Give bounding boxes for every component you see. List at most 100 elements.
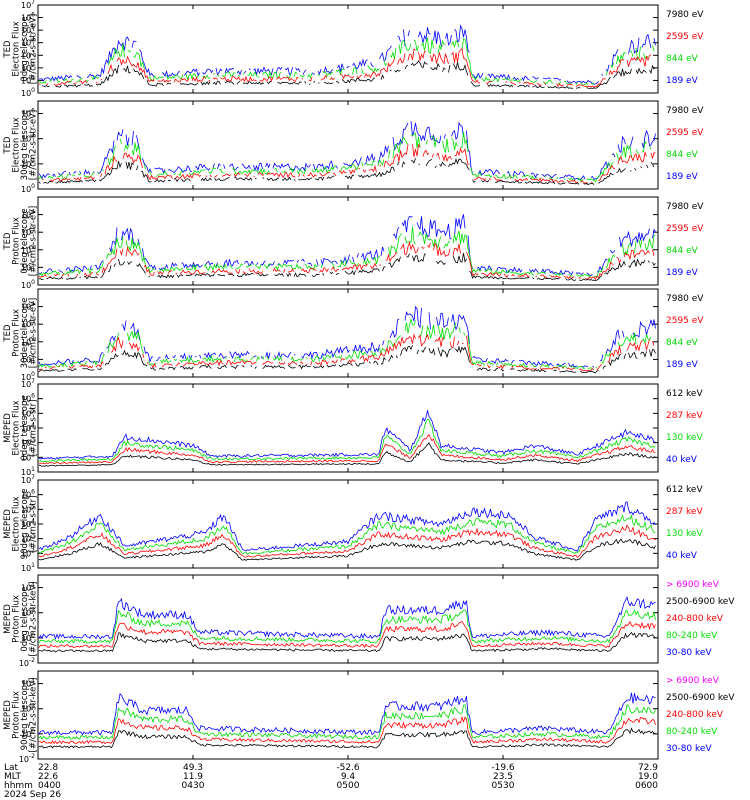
y-tick-label: 107 [21, 378, 35, 389]
y-tick-label: 105 [21, 407, 35, 418]
y-label-line: 90deg telescope [20, 489, 30, 560]
y-tick-label: 103 [21, 437, 35, 448]
series-trace [38, 501, 656, 552]
y-tick-label: 106 [21, 393, 35, 404]
y-label-line: Proton Flux [12, 691, 22, 739]
legend-entry: 40 keV [666, 551, 698, 561]
series-trace [38, 609, 656, 644]
legend-entry: > 6900 keV [666, 580, 720, 590]
series-trace [39, 253, 656, 282]
y-tick-label: 100 [21, 371, 35, 382]
y-tick-label: 104 [21, 582, 35, 593]
y-label-line: [#/cm2-s-str] [29, 400, 39, 457]
y-tick-label: 104 [21, 422, 35, 433]
y-tick-label: 104 [21, 37, 35, 48]
legend-entry: 30-80 keV [666, 648, 712, 658]
y-tick-label: 104 [21, 209, 35, 220]
footer-row-label: MLT [4, 772, 22, 782]
legend-entry: 80-240 keV [666, 727, 718, 737]
footer-value: -52.6 [336, 763, 360, 773]
y-label-line: 30deg telescope [20, 298, 30, 369]
legend-entry: 80-240 keV [666, 631, 718, 641]
series-trace [38, 37, 655, 86]
legend-entry: 844 eV [666, 338, 699, 348]
legend-entry: 189 eV [666, 76, 699, 86]
y-tick-label: 104 [21, 678, 35, 689]
legend-entry: 844 eV [666, 246, 699, 256]
y-label-line: Proton Flux [12, 217, 22, 265]
legend-entry: 844 eV [666, 150, 699, 160]
series-trace [38, 715, 656, 745]
legend-entry: 240-800 keV [666, 710, 724, 720]
y-label-line: Proton Flux [12, 595, 22, 643]
y-tick-label: 102 [21, 158, 35, 169]
y-tick-label: 102 [21, 244, 35, 255]
footer-value: 0400 [38, 781, 61, 791]
footer-value: 49.3 [183, 763, 203, 773]
legend-entry: 287 keV [666, 507, 703, 517]
y-label-line: [#/cm2-s-str-eV] [29, 206, 39, 276]
y-tick-label: 104 [21, 518, 35, 529]
footer-value: 0600 [635, 781, 658, 791]
y-tick-label: 106 [21, 12, 35, 23]
y-tick-label: 101 [21, 466, 35, 477]
y-tick-label: 106 [21, 108, 35, 119]
y-tick-label: 106 [21, 489, 35, 500]
y-tick-label: 103 [21, 533, 35, 544]
y-tick-label: 101 [21, 562, 35, 573]
legend-entry: 2595 eV [666, 224, 704, 234]
y-tick-label: 104 [21, 133, 35, 144]
y-tick-label: 100 [21, 728, 35, 739]
legend-entry: 7980 eV [666, 202, 704, 212]
footer-row-label: hhmm [4, 781, 33, 791]
legend-entry: 612 keV [666, 389, 703, 399]
footer-value: 22.6 [38, 772, 58, 782]
series-trace [38, 596, 656, 641]
footer-row-label: Lat [4, 763, 19, 773]
y-label-line: Proton Flux [12, 309, 22, 357]
y-label-line: MEPED [3, 413, 13, 443]
legend-entry: 844 eV [666, 54, 699, 64]
y-label-line: TED [3, 232, 13, 251]
y-tick-label: 107 [21, 0, 35, 10]
y-label-line: [#/cm2-s-str-eV] [29, 14, 39, 84]
series-trace [38, 418, 656, 463]
legend-entry: 240-800 keV [666, 614, 724, 624]
y-tick-label: 102 [21, 62, 35, 73]
legend-entry: 2595 eV [666, 128, 704, 138]
legend-entry: > 6900 keV [666, 676, 720, 686]
y-tick-label: 10-2 [19, 657, 35, 668]
series-trace [42, 60, 656, 90]
y-label-line: Electron Flux [12, 496, 22, 551]
footer-value: 11.9 [183, 772, 203, 782]
y-tick-label: 104 [21, 301, 35, 312]
series-trace [38, 241, 655, 280]
y-label-line: 0deg telescope [20, 395, 30, 460]
legend-entry: 7980 eV [666, 294, 704, 304]
legend-entry: 189 eV [666, 172, 699, 182]
y-label-line: 30deg telescope [20, 110, 30, 181]
y-label-line: [#/cm2-s-str] [29, 496, 39, 553]
panel-frame [37, 479, 659, 569]
footer-value: 19.0 [638, 772, 658, 782]
footer-date: 2024 Sep 26 [4, 790, 61, 800]
legend-entry: 130 keV [666, 433, 703, 443]
legend-entry: 40 keV [666, 455, 698, 465]
y-tick-label: 100 [21, 279, 35, 290]
legend-entry: 2500-6900 keV [666, 693, 735, 703]
y-label-line: MEPED [3, 509, 13, 539]
series-trace [38, 121, 656, 180]
y-tick-label: 103 [21, 49, 35, 60]
y-label-line: TED [3, 324, 13, 343]
series-trace [38, 524, 656, 558]
y-tick-label: 102 [21, 336, 35, 347]
series-trace [38, 410, 656, 460]
y-tick-label: 105 [21, 24, 35, 35]
y-label-line: 0deg telescope [20, 586, 30, 651]
legend-entry: 2595 eV [666, 32, 704, 42]
y-label-line: 0deg telescope [20, 16, 30, 81]
